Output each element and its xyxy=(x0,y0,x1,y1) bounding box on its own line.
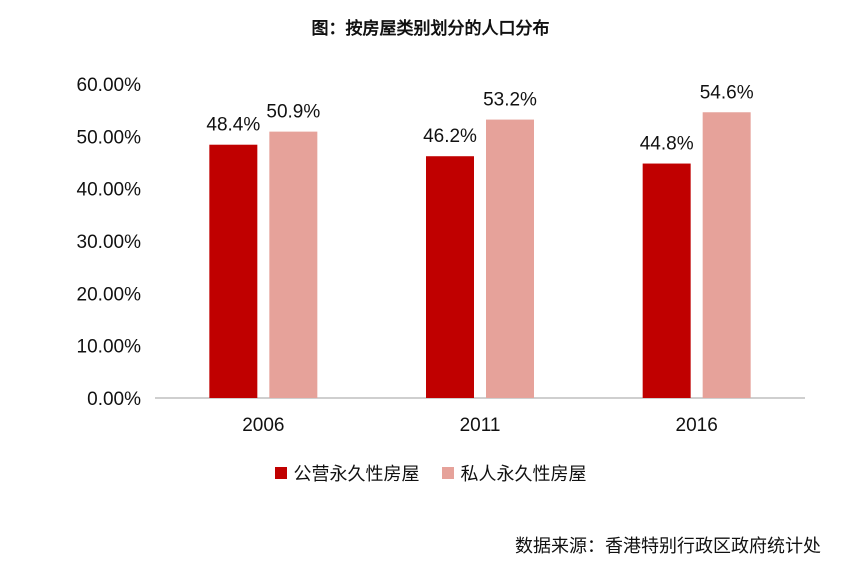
source-note: 数据来源：香港特别行政区政府统计处 xyxy=(515,536,821,557)
legend-item-private: 私人永久性房屋 xyxy=(441,460,587,486)
legend: 公营永久性房屋 私人永久性房屋 xyxy=(0,460,861,486)
y-tick-label: 10.00% xyxy=(77,337,142,358)
bar-public xyxy=(209,144,258,398)
data-labels: 48.4% 50.9% 46.2% 53.2% 44.8% 54.6% xyxy=(206,82,753,154)
y-tick-label: 0.00% xyxy=(87,389,141,410)
chart-title: 图：按房屋类别划分的人口分布 xyxy=(311,19,550,39)
data-label: 46.2% xyxy=(423,126,477,147)
y-tick-label: 60.00% xyxy=(77,75,142,96)
legend-swatch-private xyxy=(441,467,454,479)
legend-label-public: 公营永久性房屋 xyxy=(293,464,420,485)
bars xyxy=(209,112,751,398)
y-axis: 0.00% 10.00% 20.00% 30.00% 40.00% 50.00% 60.00… xyxy=(77,75,142,410)
data-label: 54.6% xyxy=(700,82,754,103)
legend-label-private: 私人永久性房屋 xyxy=(460,464,587,485)
x-tick-label: 2016 xyxy=(676,415,718,436)
y-tick-label: 50.00% xyxy=(77,127,142,148)
legend-item-public: 公营永久性房屋 xyxy=(274,460,420,486)
legend-swatch-public xyxy=(274,467,287,479)
x-axis: 2006 2011 2016 xyxy=(155,397,805,436)
bar-private xyxy=(702,112,751,398)
bar-public xyxy=(426,156,474,398)
y-tick-label: 20.00% xyxy=(77,284,142,305)
data-label: 48.4% xyxy=(206,115,260,136)
bar-private xyxy=(486,119,534,398)
data-label: 50.9% xyxy=(266,102,320,123)
bar-public xyxy=(642,163,691,398)
data-label: 44.8% xyxy=(640,134,694,155)
y-tick-label: 40.00% xyxy=(77,180,142,201)
x-tick-label: 2006 xyxy=(242,415,284,436)
data-label: 53.2% xyxy=(483,90,537,111)
x-tick-label: 2011 xyxy=(460,415,501,436)
y-tick-label: 30.00% xyxy=(77,232,142,253)
bar-private xyxy=(269,131,318,398)
